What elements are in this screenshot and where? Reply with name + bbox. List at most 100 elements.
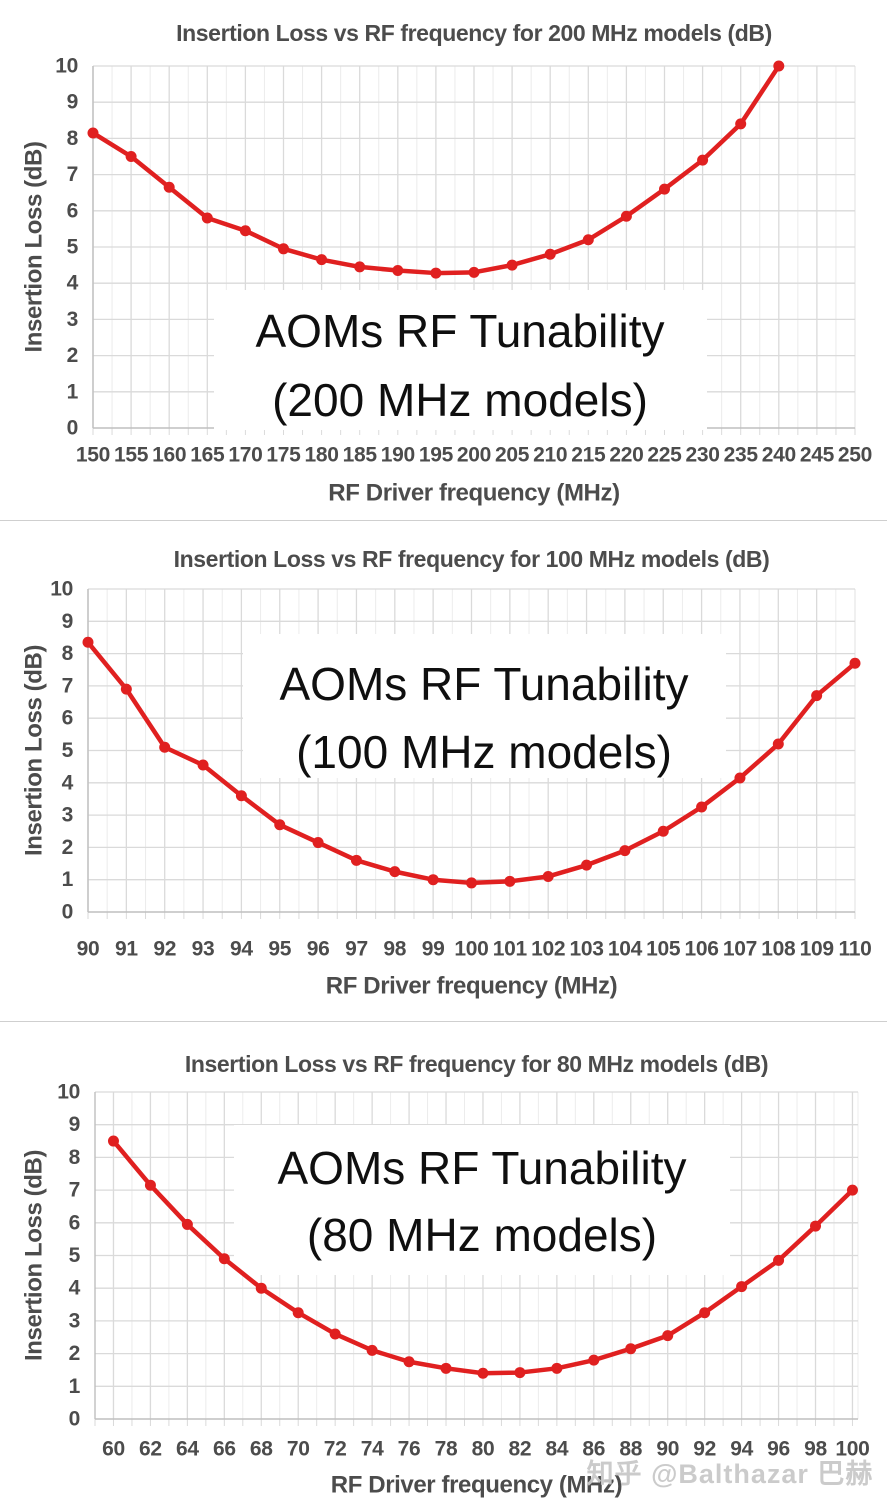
y-axis-title: Insertion Loss (dB) bbox=[21, 645, 48, 856]
x-tick-label: 106 bbox=[685, 938, 719, 961]
y-tick-label: 7 bbox=[69, 1179, 80, 1202]
data-point bbox=[239, 225, 251, 237]
y-tick-label: 3 bbox=[67, 308, 78, 331]
x-axis-title: RF Driver frequency (MHz) bbox=[331, 1472, 622, 1499]
x-tick-label: 100 bbox=[835, 1438, 869, 1461]
x-tick-label: 72 bbox=[324, 1438, 347, 1461]
annotation-line2: (100 MHz models) bbox=[296, 726, 672, 778]
watermark: 知乎 @Balthazar 巴赫 bbox=[586, 1459, 874, 1489]
x-tick-label: 88 bbox=[619, 1438, 642, 1461]
chart-panel-100mhz: AOMs RF Tunability (100 MHz models) 0 1 2 3 4 5… bbox=[0, 520, 887, 1021]
data-point bbox=[181, 1218, 193, 1230]
data-point bbox=[696, 801, 708, 813]
x-tick-label: 200 bbox=[457, 444, 491, 467]
y-axis-title: Insertion Loss (dB) bbox=[21, 1150, 48, 1361]
data-point bbox=[120, 683, 132, 695]
data-point bbox=[810, 1220, 822, 1232]
x-tick-label: 98 bbox=[383, 938, 406, 961]
data-point bbox=[125, 151, 137, 162]
data-point bbox=[619, 845, 631, 857]
x-tick-label: 230 bbox=[686, 444, 720, 467]
y-tick-label: 5 bbox=[62, 739, 74, 762]
x-tick-label: 102 bbox=[531, 938, 565, 961]
x-tick-label: 93 bbox=[192, 938, 215, 961]
y-tick-label: 4 bbox=[69, 1277, 81, 1300]
x-tick-label: 155 bbox=[114, 444, 149, 467]
y-tick-label: 8 bbox=[69, 1146, 81, 1169]
y-tick-label: 7 bbox=[62, 674, 73, 697]
data-point bbox=[551, 1362, 563, 1374]
data-point bbox=[506, 259, 518, 271]
y-tick-label: 3 bbox=[62, 804, 73, 827]
data-point bbox=[514, 1367, 526, 1379]
x-tick-label: 110 bbox=[839, 938, 872, 961]
y-tick-label: 2 bbox=[67, 344, 78, 367]
y-tick-label: 6 bbox=[67, 199, 78, 222]
x-tick-label: 108 bbox=[761, 938, 796, 961]
data-point bbox=[354, 261, 366, 273]
data-point bbox=[144, 1179, 156, 1191]
data-point bbox=[366, 1344, 378, 1356]
y-tick-label: 0 bbox=[62, 901, 73, 924]
x-tick-label: 185 bbox=[343, 444, 378, 467]
data-point bbox=[389, 866, 401, 878]
data-point bbox=[588, 1354, 600, 1366]
y-tick-label: 2 bbox=[69, 1342, 80, 1365]
y-tick-label: 9 bbox=[62, 610, 73, 633]
x-tick-label: 165 bbox=[190, 444, 225, 467]
data-point bbox=[440, 1362, 452, 1374]
x-tick-label: 105 bbox=[646, 938, 681, 961]
data-point bbox=[278, 243, 289, 255]
x-tick-label: 220 bbox=[609, 444, 643, 467]
data-point bbox=[316, 254, 328, 266]
chart-title: Insertion Loss vs RF frequency for 100 M… bbox=[174, 546, 770, 572]
x-tick-label: 94 bbox=[230, 938, 253, 961]
x-tick-label: 76 bbox=[398, 1438, 421, 1461]
x-axis-title: RF Driver frequency (MHz) bbox=[326, 973, 617, 1000]
x-tick-label: 90 bbox=[656, 1438, 679, 1461]
x-tick-label: 82 bbox=[509, 1438, 532, 1461]
x-tick-label: 240 bbox=[762, 444, 796, 467]
data-point bbox=[82, 636, 94, 648]
data-point bbox=[773, 60, 785, 72]
y-tick-label: 5 bbox=[69, 1244, 81, 1267]
y-tick-label: 3 bbox=[69, 1309, 80, 1332]
x-tick-label: 98 bbox=[804, 1438, 827, 1461]
data-point bbox=[163, 181, 175, 193]
x-tick-label: 60 bbox=[102, 1438, 125, 1461]
data-point bbox=[159, 741, 171, 753]
data-point bbox=[772, 738, 784, 750]
data-point bbox=[197, 759, 209, 771]
data-point bbox=[218, 1253, 230, 1265]
x-tick-label: 215 bbox=[571, 444, 606, 467]
x-tick-label: 91 bbox=[115, 938, 138, 961]
x-tick-label: 90 bbox=[77, 938, 100, 961]
x-tick-label: 101 bbox=[493, 938, 528, 961]
data-point bbox=[292, 1307, 304, 1319]
x-axis-title: RF Driver frequency (MHz) bbox=[328, 480, 619, 507]
data-point bbox=[392, 265, 404, 277]
x-tick-label: 160 bbox=[152, 444, 186, 467]
data-point bbox=[662, 1330, 674, 1342]
x-tick-label: 245 bbox=[800, 444, 835, 467]
y-tick-label: 7 bbox=[67, 163, 78, 186]
y-tick-label: 10 bbox=[50, 578, 73, 601]
data-point bbox=[735, 118, 747, 130]
y-tick-label: 2 bbox=[62, 836, 73, 859]
y-tick-label: 1 bbox=[62, 868, 74, 891]
annotation-line1: AOMs RF Tunability bbox=[256, 305, 665, 357]
data-point bbox=[846, 1184, 858, 1196]
x-tick-label: 96 bbox=[307, 938, 330, 961]
data-point bbox=[849, 657, 861, 669]
x-tick-label: 109 bbox=[800, 938, 834, 961]
x-tick-label: 175 bbox=[266, 444, 301, 467]
x-tick-label: 210 bbox=[533, 444, 567, 467]
x-tick-label: 103 bbox=[569, 938, 603, 961]
data-point bbox=[659, 183, 670, 195]
data-point bbox=[329, 1328, 341, 1340]
x-tick-label: 250 bbox=[838, 444, 872, 467]
annotation-line1: AOMs RF Tunability bbox=[278, 1142, 687, 1194]
y-tick-label: 9 bbox=[69, 1113, 80, 1136]
data-point bbox=[312, 837, 324, 849]
annotation-line2: (200 MHz models) bbox=[272, 374, 648, 426]
